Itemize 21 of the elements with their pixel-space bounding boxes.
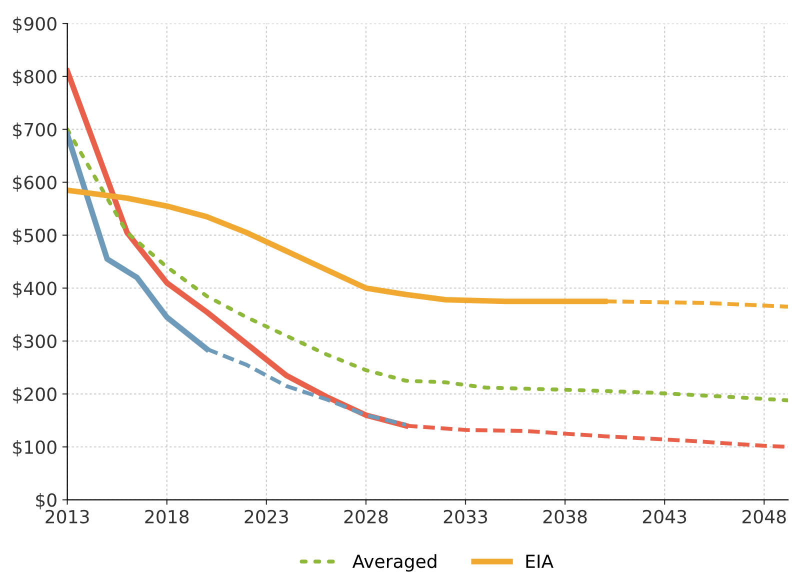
y-tick-label: $500 xyxy=(13,228,56,245)
x-tick-label: 2028 xyxy=(344,510,388,524)
x-tick-label: 2043 xyxy=(642,510,686,524)
y-tick-label: $700 xyxy=(13,122,56,139)
line-series xyxy=(67,127,788,402)
y-tick-label: $200 xyxy=(13,387,56,404)
y-tick-label: $400 xyxy=(13,281,56,298)
legend-label: Averaged xyxy=(352,554,436,572)
y-tick-label: $300 xyxy=(13,334,56,351)
x-tick-label: 2033 xyxy=(444,510,488,524)
x-tick-label: 2048 xyxy=(742,510,786,524)
y-tick-label: $600 xyxy=(13,175,56,192)
x-tick-label: 2018 xyxy=(145,510,189,524)
legend-label: EIA xyxy=(526,554,554,568)
x-tick-label: 2013 xyxy=(46,510,89,524)
x-tick-label: 2023 xyxy=(244,510,288,524)
y-tick-label: $100 xyxy=(13,440,56,456)
y-tick-label: $0 xyxy=(36,492,56,510)
y-tick-label: $900 xyxy=(13,16,56,34)
x-tick-label: 2038 xyxy=(543,510,587,524)
y-tick-label: $800 xyxy=(13,70,56,86)
